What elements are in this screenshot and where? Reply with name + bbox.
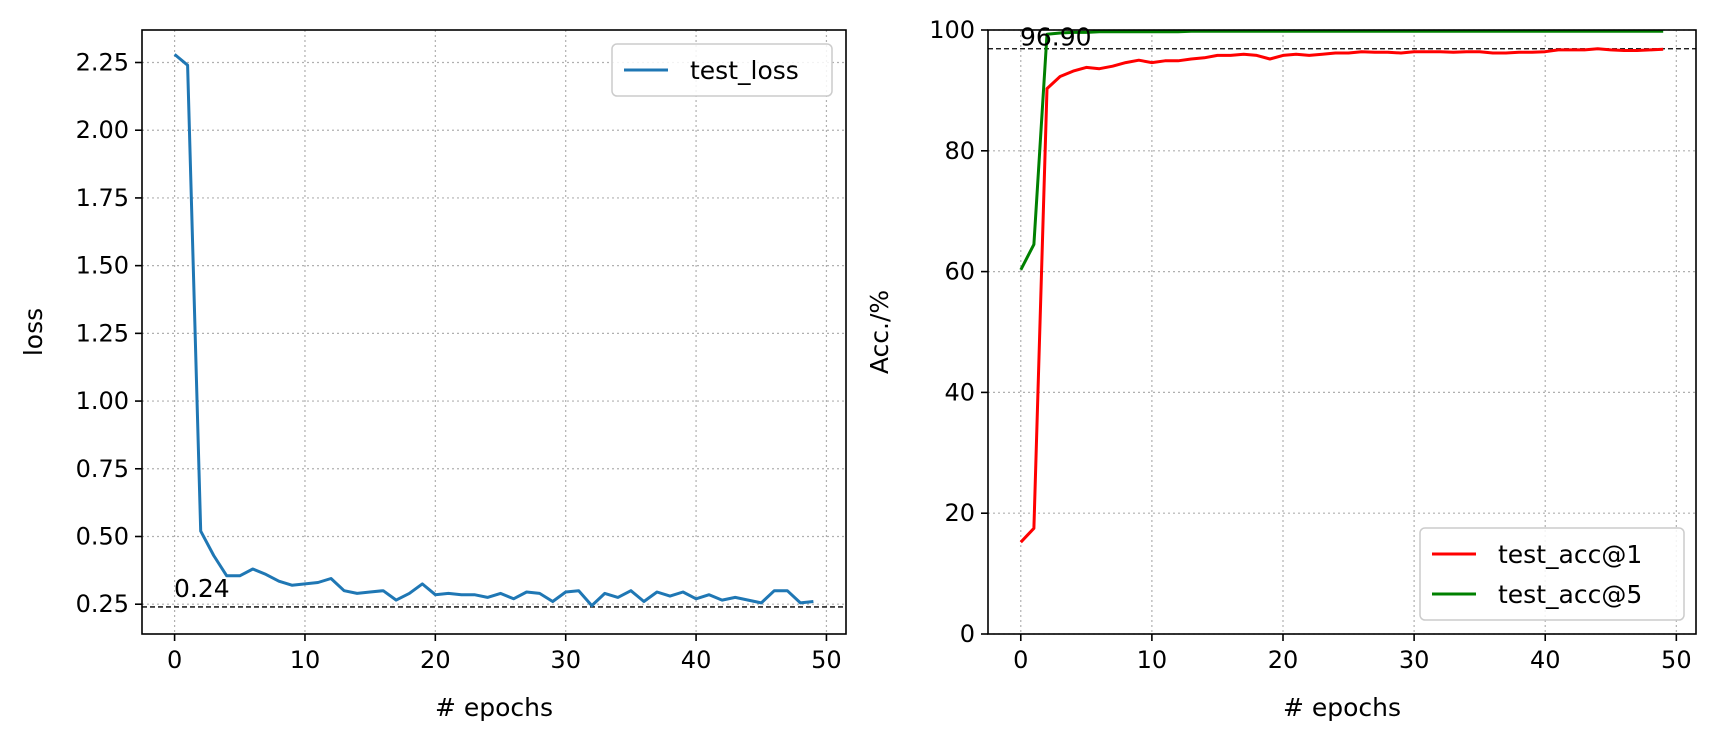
y-tick-label: 1.50 bbox=[76, 252, 129, 280]
legend-label-test_acc@1: test_acc@1 bbox=[1498, 540, 1642, 569]
series-group bbox=[173, 53, 814, 608]
series-line-test_acc@5 bbox=[1019, 30, 1664, 271]
x-tick-label: 40 bbox=[681, 646, 712, 674]
y-axis-label: Acc./% bbox=[865, 290, 894, 374]
legend-label-test_acc@5: test_acc@5 bbox=[1498, 580, 1642, 609]
x-tick-label: 40 bbox=[1530, 646, 1561, 674]
y-tick-label: 0.75 bbox=[76, 455, 129, 483]
y-tick-label: 1.25 bbox=[76, 319, 129, 347]
x-tick-label: 30 bbox=[550, 646, 581, 674]
legend-box bbox=[1419, 527, 1685, 621]
y-tick-label: 0 bbox=[960, 620, 975, 648]
x-tick-label: 30 bbox=[1399, 646, 1430, 674]
y-tick-label: 1.75 bbox=[76, 184, 129, 212]
chart-2: 96.90 0 10 20 30 40 50 0 20 40 60 80 100 # epochs Acc.… bbox=[865, 16, 1697, 722]
series-line-test_acc@1 bbox=[1019, 47, 1664, 544]
legend-label-test_loss: test_loss bbox=[690, 56, 799, 85]
x-tick-label: 0 bbox=[1013, 646, 1028, 674]
y-axis-label: loss bbox=[19, 308, 48, 356]
plot-frame bbox=[141, 29, 847, 635]
series-group bbox=[1019, 30, 1664, 544]
series-line-test_loss bbox=[173, 53, 814, 608]
reference-label: 0.24 bbox=[174, 574, 230, 603]
y-tick-label: 2.25 bbox=[76, 49, 129, 77]
x-tick-label: 50 bbox=[811, 646, 842, 674]
y-tick-label: 80 bbox=[944, 137, 975, 165]
y-tick-label: 40 bbox=[944, 378, 975, 406]
legend: test_acc@1 test_acc@5 bbox=[1419, 527, 1685, 621]
x-tick-label: 50 bbox=[1661, 646, 1692, 674]
y-tick-label: 0.25 bbox=[76, 590, 129, 618]
reference-label: 96.90 bbox=[1020, 23, 1092, 52]
chart-1: 0.24 0 10 20 30 40 50 0.25 0.50 0.75 1.00 1.25 1.50 1… bbox=[19, 29, 847, 722]
y-tick-label: 0.50 bbox=[76, 522, 129, 550]
x-tick-label: 0 bbox=[167, 646, 182, 674]
y-tick-label: 1.00 bbox=[76, 387, 129, 415]
y-tick-label: 20 bbox=[944, 499, 975, 527]
x-axis-label: # epochs bbox=[1283, 693, 1401, 722]
plot-frame bbox=[987, 29, 1697, 635]
x-tick-label: 10 bbox=[1137, 646, 1168, 674]
y-tick-label: 60 bbox=[944, 258, 975, 286]
x-tick-label: 20 bbox=[1268, 646, 1299, 674]
x-tick-label: 10 bbox=[290, 646, 321, 674]
y-tick-label: 100 bbox=[929, 16, 975, 44]
legend-box bbox=[611, 43, 833, 97]
legend: test_loss bbox=[611, 43, 833, 97]
y-tick-label: 2.00 bbox=[76, 116, 129, 144]
x-tick-label: 20 bbox=[420, 646, 451, 674]
x-axis-label: # epochs bbox=[435, 693, 553, 722]
